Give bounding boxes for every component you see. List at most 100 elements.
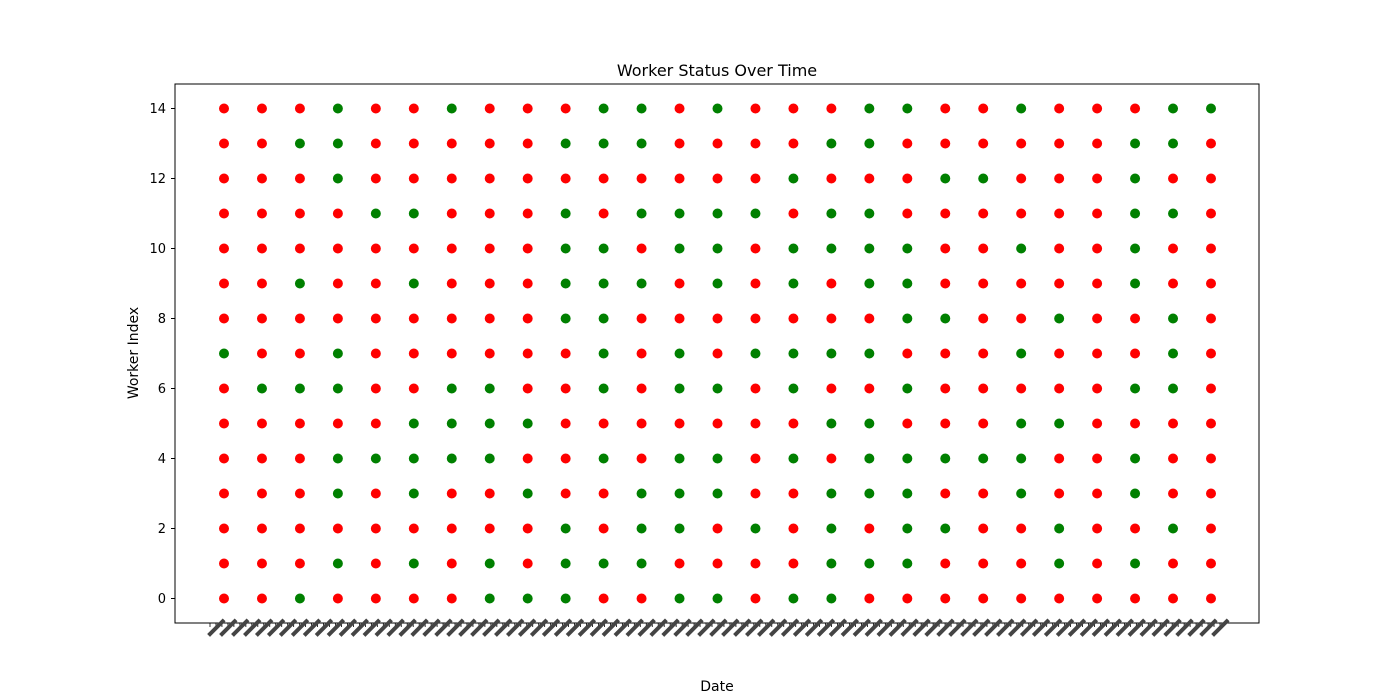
data-point: [1054, 243, 1065, 254]
data-point: [1054, 138, 1065, 149]
data-point: [1130, 208, 1141, 219]
x-tick-label-overlap: [625, 618, 644, 637]
data-point: [940, 313, 951, 324]
data-point: [978, 313, 989, 324]
data-point: [902, 278, 913, 289]
data-point: [788, 488, 799, 499]
data-point: [674, 523, 685, 534]
data-point: [712, 558, 723, 569]
data-point: [408, 278, 419, 289]
data-point: [560, 208, 571, 219]
x-tick-label-overlap: [816, 618, 836, 637]
x-tick-label-overlap: [577, 618, 597, 637]
data-point: [902, 138, 913, 149]
data-point: [1130, 488, 1141, 499]
data-point: [219, 593, 229, 604]
data-point: [294, 593, 305, 604]
data-point: [902, 488, 913, 499]
data-point: [560, 383, 571, 394]
data-point: [560, 313, 571, 324]
x-tick-label-overlap: [1199, 618, 1218, 637]
data-point: [1054, 453, 1065, 464]
data-point: [256, 103, 267, 114]
data-point: [598, 138, 609, 149]
data-point: [788, 208, 799, 219]
data-point: [940, 488, 951, 499]
data-point: [598, 383, 609, 394]
data-point: [598, 313, 609, 324]
data-point: [1016, 278, 1027, 289]
data-point: [408, 453, 419, 464]
data-point: [522, 488, 533, 499]
data-point: [788, 103, 799, 114]
data-point: [1054, 418, 1065, 429]
x-tick-label-overlap: [553, 618, 573, 637]
data-point: [788, 243, 799, 254]
x-tick-label-overlap: [984, 618, 1003, 637]
data-point: [332, 173, 343, 184]
data-point: [1092, 348, 1103, 359]
x-tick-label-overlap: [422, 618, 441, 637]
data-point: [750, 243, 761, 254]
data-point: [332, 523, 343, 534]
x-tick-label-overlap: [494, 618, 513, 637]
data-point: [256, 208, 267, 219]
data-point: [674, 418, 685, 429]
data-point: [750, 418, 761, 429]
data-point: [978, 103, 989, 114]
data-point: [1130, 523, 1141, 534]
data-point: [750, 558, 761, 569]
data-point: [294, 348, 305, 359]
data-point: [1016, 383, 1027, 394]
data-point: [1130, 138, 1141, 149]
x-tick-label-overlap: [1091, 618, 1111, 637]
data-point: [408, 383, 419, 394]
data-point: [788, 173, 799, 184]
data-point: [826, 488, 837, 499]
data-point: [522, 243, 533, 254]
y-tick-label: 14: [149, 102, 166, 117]
data-point: [1168, 313, 1179, 324]
x-tick-label-overlap: [458, 618, 477, 637]
y-axis-label: Worker Index: [126, 307, 142, 399]
x-tick-label-overlap: [350, 618, 369, 637]
x-tick-label-overlap: [219, 618, 238, 637]
data-point: [750, 313, 761, 324]
data-point: [332, 103, 343, 114]
data-point: [1130, 173, 1141, 184]
data-point: [1130, 243, 1141, 254]
data-point: [1092, 278, 1103, 289]
x-tick-label-overlap: [733, 618, 752, 637]
data-point: [864, 453, 875, 464]
data-point: [788, 593, 799, 604]
data-point: [1130, 383, 1141, 394]
data-point: [256, 418, 267, 429]
data-point: [446, 418, 457, 429]
data-point: [1206, 523, 1216, 534]
data-point: [1092, 243, 1103, 254]
data-point: [1206, 418, 1216, 429]
data-point: [446, 348, 457, 359]
data-point: [636, 488, 647, 499]
x-tick-label-overlap: [529, 618, 549, 637]
data-point: [408, 488, 419, 499]
x-tick-label-overlap: [290, 618, 310, 637]
data-point: [750, 383, 761, 394]
data-point: [1016, 453, 1027, 464]
data-point: [788, 383, 799, 394]
data-point: [864, 208, 875, 219]
data-point: [219, 418, 229, 429]
x-tick-label-overlap: [948, 618, 967, 637]
data-point: [256, 383, 267, 394]
data-point: [1130, 558, 1141, 569]
data-point: [940, 138, 951, 149]
data-point: [940, 523, 951, 534]
x-tick-label-overlap: [326, 618, 346, 637]
data-point: [370, 313, 381, 324]
data-point: [788, 138, 799, 149]
data-point: [560, 453, 571, 464]
scatter-points: [219, 103, 1216, 604]
data-point: [940, 243, 951, 254]
x-tick-label-overlap: [685, 618, 704, 637]
x-tick-label-overlap: [960, 618, 979, 637]
